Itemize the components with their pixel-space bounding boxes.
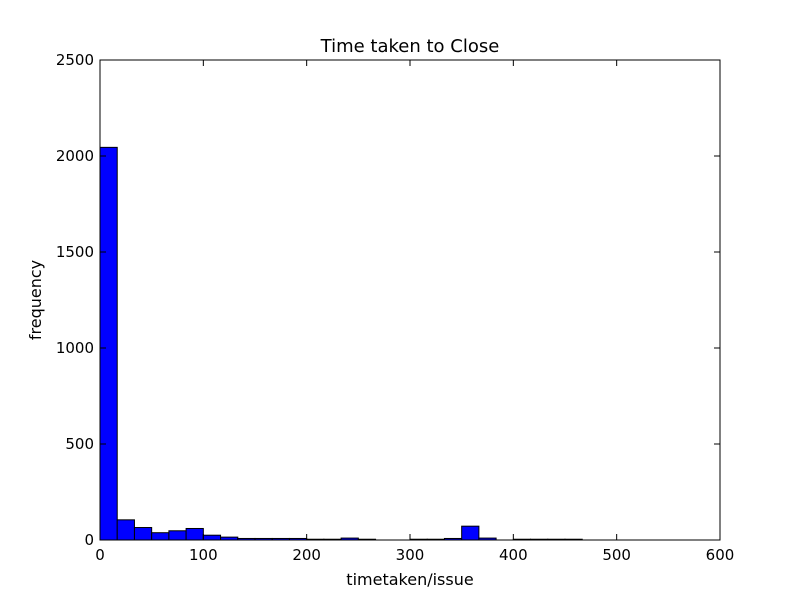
histogram-bar	[168, 530, 187, 541]
y-axis-label: frequency	[26, 260, 45, 340]
histogram-bar	[202, 534, 222, 541]
y-tick-label: 2500	[56, 51, 94, 69]
x-tick-label: 200	[292, 546, 321, 564]
x-axis-label: timetaken/issue	[346, 570, 473, 589]
histogram-bar	[99, 146, 118, 541]
histogram-bar	[461, 525, 480, 541]
x-tick-labels: 0 100 200 300 400 500 600	[95, 546, 734, 564]
y-tick-label: 1500	[56, 243, 94, 261]
chart-title: Time taken to Close	[320, 36, 500, 57]
x-tick-label: 0	[95, 546, 105, 564]
histogram-bar	[185, 527, 204, 541]
plot-frame	[99, 59, 721, 541]
x-tick-label: 400	[499, 546, 528, 564]
y-tick-label: 1000	[56, 339, 94, 357]
y-tick-label: 500	[65, 435, 94, 453]
histogram-bar	[151, 532, 170, 541]
x-tick-label: 600	[706, 546, 735, 564]
y-tick-labels: 0 500 1000 1500 2000 2500	[56, 51, 94, 549]
x-tick-label: 300	[396, 546, 425, 564]
histogram-bars	[99, 146, 583, 541]
y-tick-label: 2000	[56, 147, 94, 165]
x-tick-label: 100	[189, 546, 218, 564]
histogram-bar	[116, 519, 135, 541]
histogram-bar	[133, 527, 153, 541]
y-tick-label: 0	[84, 531, 94, 549]
x-tick-label: 500	[602, 546, 631, 564]
